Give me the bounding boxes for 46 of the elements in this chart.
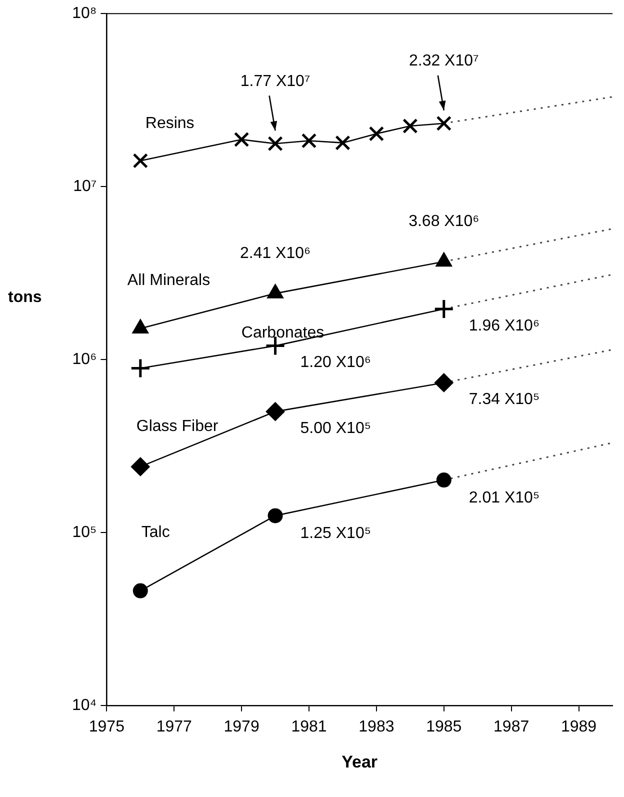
- point: [130, 358, 151, 379]
- point: [130, 457, 150, 476]
- point: [335, 135, 350, 150]
- x-tick-label: 1977: [156, 718, 192, 736]
- x-tick-label: 1983: [358, 718, 394, 736]
- point: [436, 116, 452, 131]
- point: [368, 126, 384, 142]
- point: [268, 136, 283, 152]
- annotation: 1.96 X10⁶: [468, 317, 540, 334]
- point: [434, 298, 454, 320]
- annotation: 5.00 X10⁵: [300, 420, 371, 437]
- x-tick-label: 1981: [291, 718, 327, 736]
- annotation: 2.32 X10⁷: [408, 52, 480, 70]
- annotation: 2.41 X10⁶: [240, 244, 311, 262]
- annotation: 1.77 X10⁷: [240, 73, 310, 90]
- series-label: Talc: [141, 524, 170, 542]
- annotation: 2.01 X10⁵: [468, 489, 540, 506]
- y-tick-label: 10⁵: [72, 524, 97, 541]
- point: [268, 508, 283, 524]
- point: [434, 373, 454, 392]
- annotation: 1.25 X10⁵: [300, 525, 371, 542]
- x-tick-label: 1979: [224, 718, 260, 736]
- point: [132, 153, 148, 168]
- annotation: 3.68 X10⁶: [408, 213, 480, 230]
- series-label: Resins: [145, 115, 194, 132]
- y-tick-label: 10⁷: [73, 178, 97, 195]
- x-tick-label: 1987: [494, 718, 530, 736]
- annotation: 7.34 X10⁵: [468, 391, 540, 408]
- y-tick-label: 10⁴: [72, 696, 97, 714]
- series-label: Glass Fiber: [136, 418, 219, 436]
- point: [266, 402, 285, 422]
- point: [234, 132, 250, 148]
- y-tick-label: 10⁸: [72, 5, 97, 22]
- point: [301, 133, 317, 148]
- point: [402, 118, 418, 134]
- series-label: Carbonates: [241, 324, 324, 342]
- x-tick-label: 1975: [88, 718, 125, 736]
- point: [436, 472, 452, 488]
- x-axis-title: Year: [342, 752, 378, 772]
- x-tick-label: 1985: [426, 718, 462, 736]
- x-tick-label: 1989: [560, 718, 597, 736]
- annotation: 1.20 X10⁶: [300, 354, 371, 372]
- series-label: All Minerals: [127, 272, 210, 289]
- y-tick-label: 10⁶: [72, 350, 97, 368]
- point: [132, 583, 148, 598]
- y-axis-title: tons: [8, 288, 42, 306]
